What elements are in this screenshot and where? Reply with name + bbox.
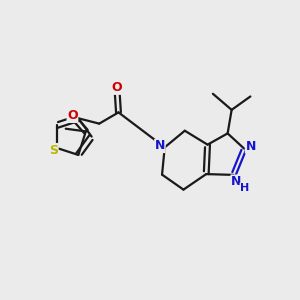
Text: H: H bbox=[240, 183, 249, 193]
Text: N: N bbox=[245, 140, 256, 153]
Text: O: O bbox=[112, 81, 122, 94]
Text: O: O bbox=[67, 110, 78, 122]
Text: S: S bbox=[49, 144, 58, 157]
Text: N: N bbox=[155, 140, 165, 152]
Text: N: N bbox=[231, 175, 242, 188]
